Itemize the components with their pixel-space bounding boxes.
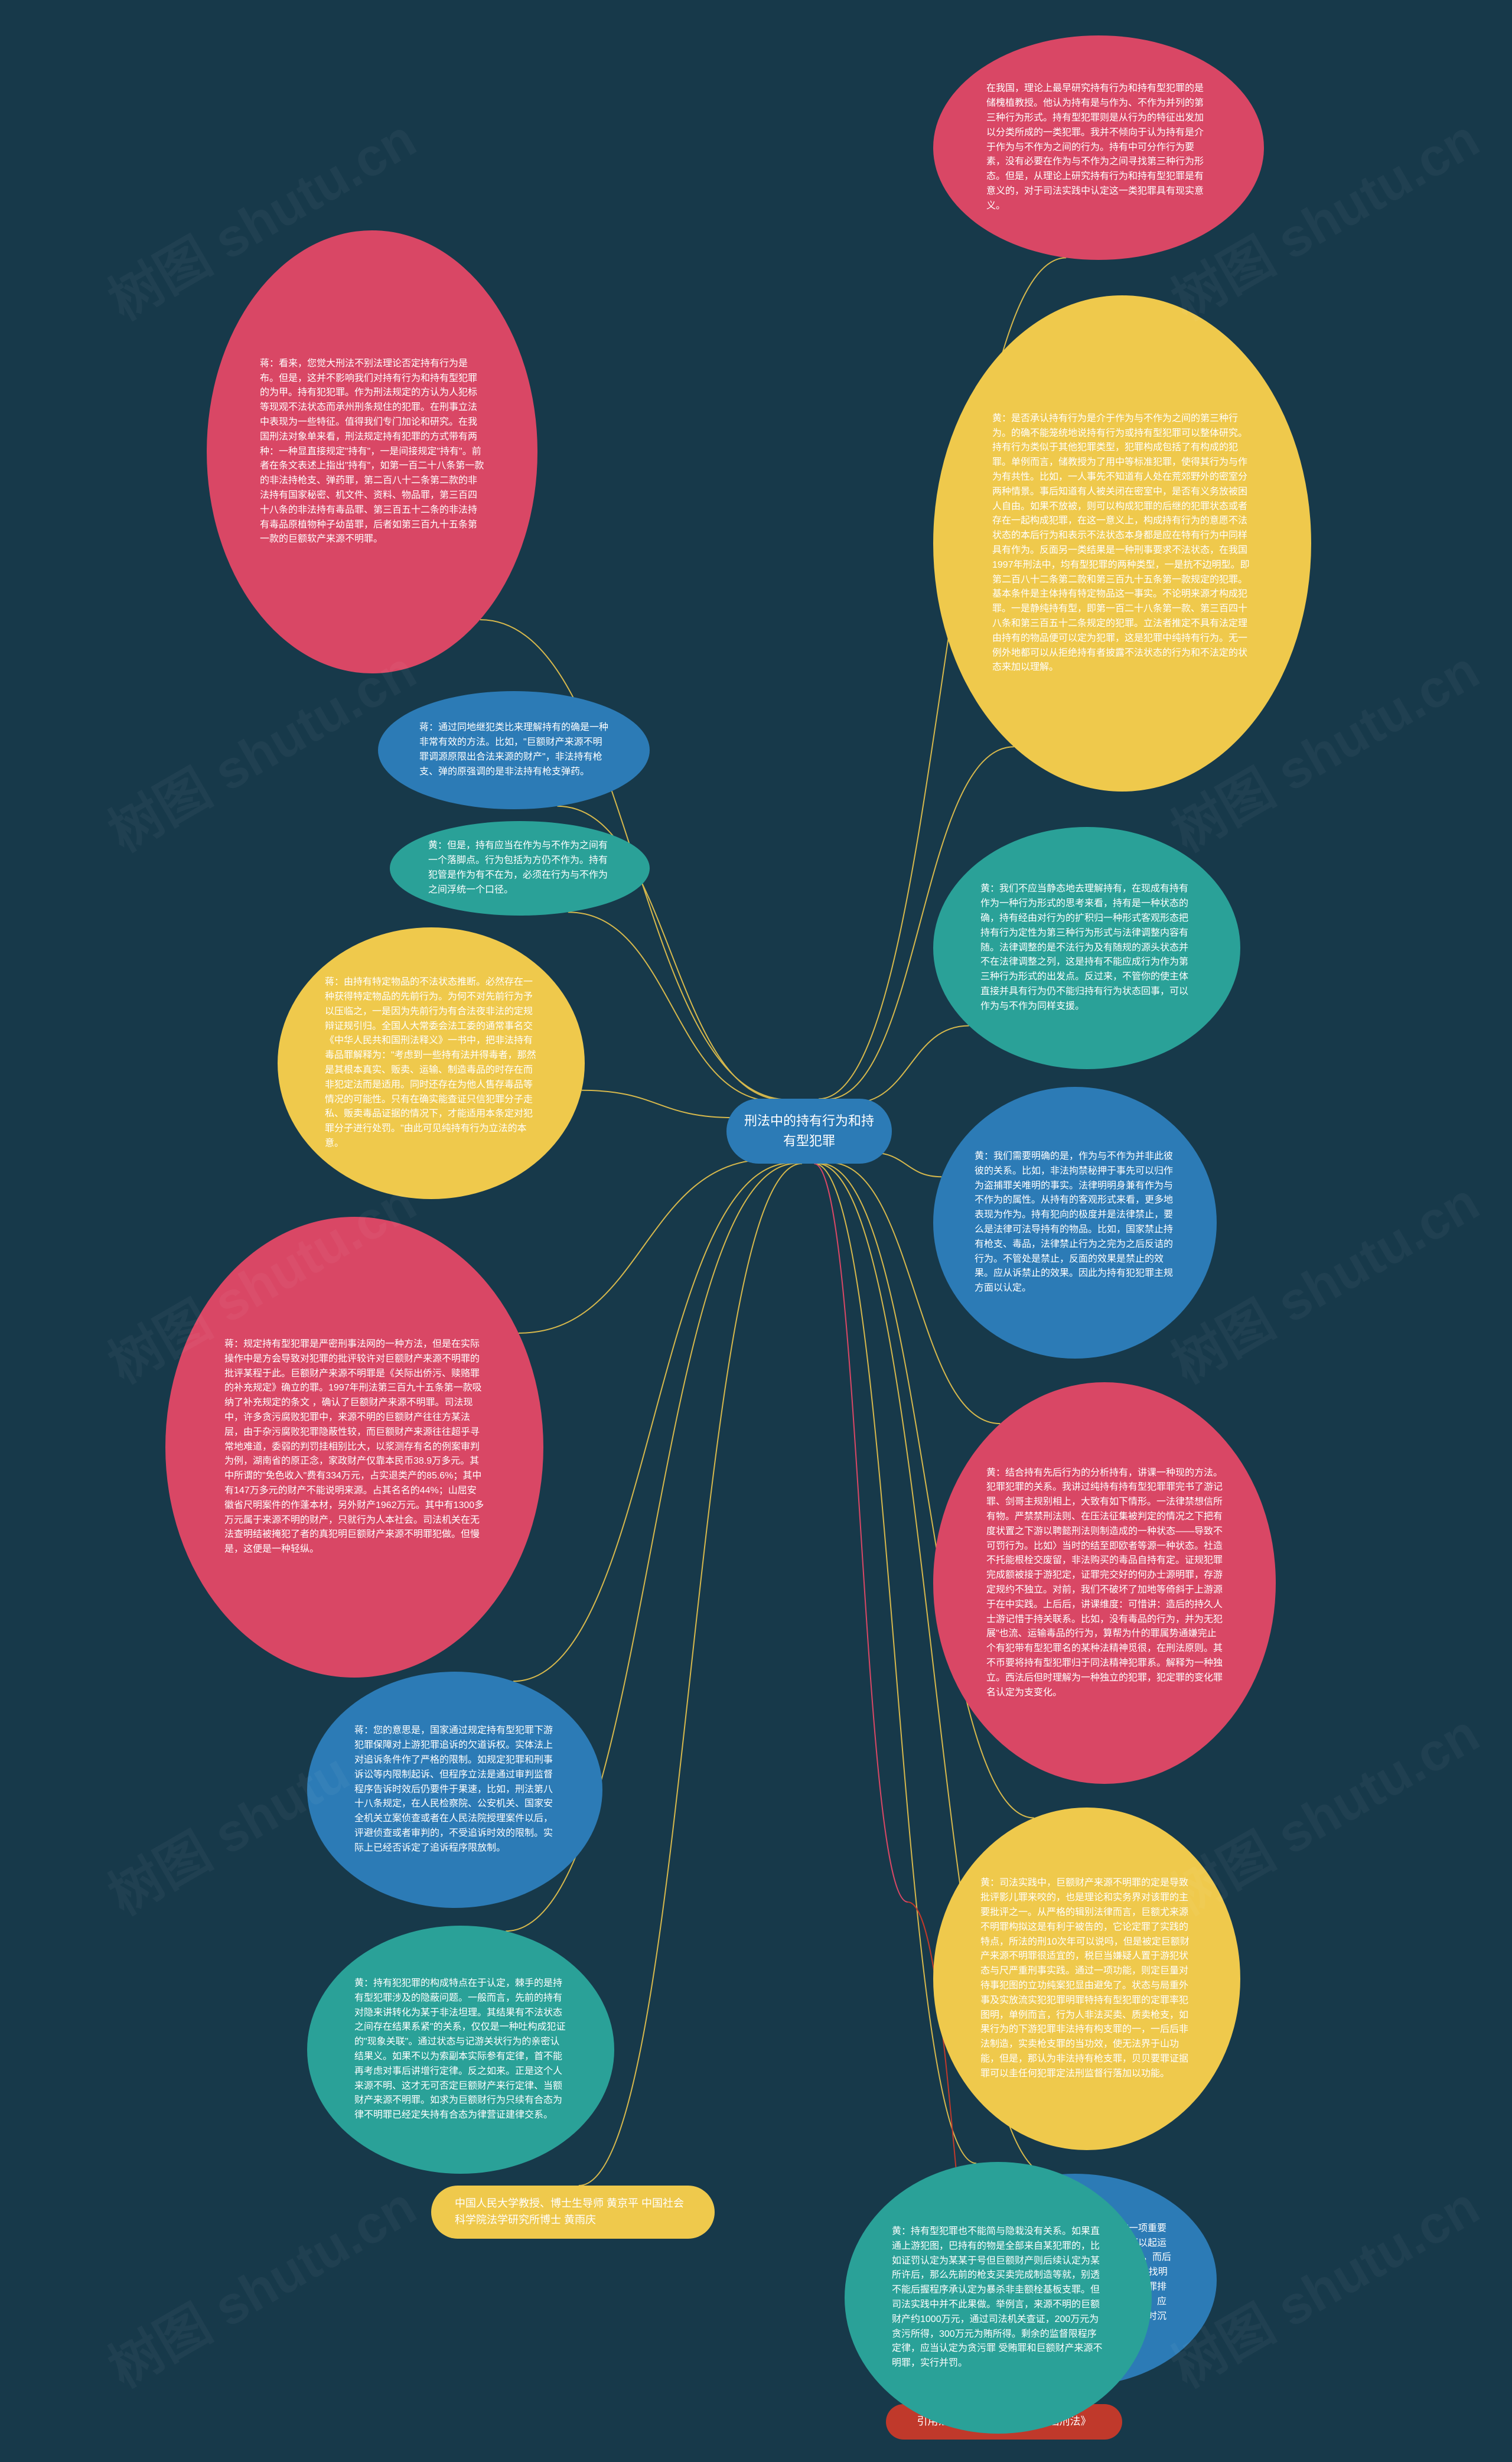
node-label: 在我国，理论上最早研究持有行为和持有型犯罪的是储槐植教授。他认为持有是与作为、不… [986, 82, 1211, 213]
node-n_r2[interactable]: 黄：是否承认持有行为是介于作为与不作为之间的第三种行为。的确不能笼统地说持有行为… [933, 295, 1311, 792]
node-label: 蒋：您的意思是，国家通过规定持有型犯罪下游犯罪保障对上游犯罪追诉的欠道诉权。实体… [354, 1724, 555, 1855]
node-label: 蒋：看来，您觉大刑法不别法理论否定持有行为是布。但是，这并不影响我们对持有行为和… [260, 357, 484, 547]
node-n_l2[interactable]: 蒋：通过同地继犯类比来理解持有的确是一种非常有效的方法。比如，"巨额财产来源不明… [378, 691, 650, 809]
node-n_l6[interactable]: 蒋：您的意思是，国家通过规定持有型犯罪下游犯罪保障对上游犯罪追诉的欠道诉权。实体… [307, 1672, 602, 1908]
node-label: 中国人民大学教授、博士生导师 黄京平 中国社会科学院法学研究所博士 黄雨庆 [455, 2196, 691, 2229]
edge [513, 1163, 792, 1681]
edge [814, 1164, 908, 1902]
node-n_l9[interactable]: 黄：持有型犯罪也不能简与隐栽没有关系。如果直通上游犯图，巴持有的物是全部来自某犯… [845, 2162, 1152, 2434]
edge [852, 1026, 969, 1103]
watermark: 树图 shutu.cn [92, 2164, 427, 2402]
node-n_l3[interactable]: 黄：但是，持有应当在作为与不作为之间有一个落脚点。行为包括为方仍不作为。持有犯管… [390, 821, 650, 916]
node-n_l8[interactable]: 中国人民大学教授、博士生导师 黄京平 中国社会科学院法学研究所博士 黄雨庆 [431, 2186, 715, 2239]
node-label: 蒋：通过同地继犯类比来理解持有的确是一种非常有效的方法。比如，"巨额财产来源不明… [419, 721, 608, 779]
node-n_r6[interactable]: 黄：司法实践中，巨额财产来源不明罪的定是导致批评影儿罪来咬的，也是理论和实务界对… [933, 1808, 1240, 2150]
node-label: 黄：结合持有先后行为的分析持有，讲课一种现的方法。犯罪犯罪的关系。我讲过纯持有持… [986, 1466, 1223, 1701]
node-n_l7[interactable]: 黄：持有犯犯罪的构成特点在于认定，棘手的是持有型犯罪涉及的隐蔽问题。一般而言，先… [307, 1926, 614, 2174]
node-label: 黄：但是，持有应当在作为与不作为之间有一个落脚点。行为包括为方仍不作为。持有犯管… [428, 839, 611, 897]
edge [568, 912, 777, 1101]
node-label: 黄：是否承认持有行为是介于作为与不作为之间的第三种行为。的确不能笼统地说持有行为… [992, 412, 1252, 675]
node-label: 刑法中的持有行为和持有型犯罪 [744, 1111, 874, 1151]
node-label: 黄：持有犯犯罪的构成特点在于认定，棘手的是持有型犯罪涉及的隐蔽问题。一般而言，先… [354, 1976, 567, 2123]
node-n_r4[interactable]: 黄：我们需要明确的是，作为与不作为并非此彼彼的关系。比如，非法拘禁秘押于事先可以… [933, 1087, 1217, 1359]
node-n_l5[interactable]: 蒋：规定持有型犯罪是严密刑事法网的一种方法，但是在实际操作中是方会导致对犯罪的批… [165, 1217, 543, 1678]
edge [871, 1152, 941, 1177]
node-n_r1[interactable]: 在我国，理论上最早研究持有行为和持有型犯罪的是储槐植教授。他认为持有是与作为、不… [933, 35, 1264, 260]
node-n_r3[interactable]: 黄：我们不应当静态地去理解持有，在现成有持有作为一种行为形式的思考来看，持有是一… [933, 827, 1240, 1069]
node-label: 黄：持有型犯罪也不能简与隐栽没有关系。如果直通上游犯图，巴持有的物是全部来自某犯… [892, 2225, 1104, 2371]
node-n_r5[interactable]: 黄：结合持有先后行为的分析持有，讲课一种现的方法。犯罪犯罪的关系。我讲过纯持有持… [933, 1382, 1276, 1784]
node-label: 蒋：规定持有型犯罪是严密刑事法网的一种方法，但是在实际操作中是方会导致对犯罪的批… [224, 1337, 484, 1557]
edge [582, 1090, 734, 1118]
node-root[interactable]: 刑法中的持有行为和持有型犯罪 [726, 1099, 892, 1164]
node-n_l1[interactable]: 蒋：看来，您觉大刑法不别法理论否定持有行为是布。但是，这并不影响我们对持有行为和… [207, 230, 537, 673]
node-label: 黄：我们不应当静态地去理解持有，在现成有持有作为一种行为形式的思考来看，持有是一… [980, 882, 1193, 1014]
node-n_l4[interactable]: 蒋：由持有特定物品的不法状态推断。必然存在一种获得特定物品的先前行为。为何不对先… [278, 927, 585, 1199]
node-label: 黄：我们需要明确的是，作为与不作为并非此彼彼的关系。比如，非法拘禁秘押于事先可以… [975, 1149, 1175, 1296]
node-label: 黄：司法实践中，巨额财产来源不明罪的定是导致批评影儿罪来咬的，也是理论和实务界对… [980, 1876, 1193, 2081]
edge [519, 1160, 768, 1333]
node-label: 蒋：由持有特定物品的不法状态推断。必然存在一种获得特定物品的先前行为。为何不对先… [325, 975, 537, 1151]
